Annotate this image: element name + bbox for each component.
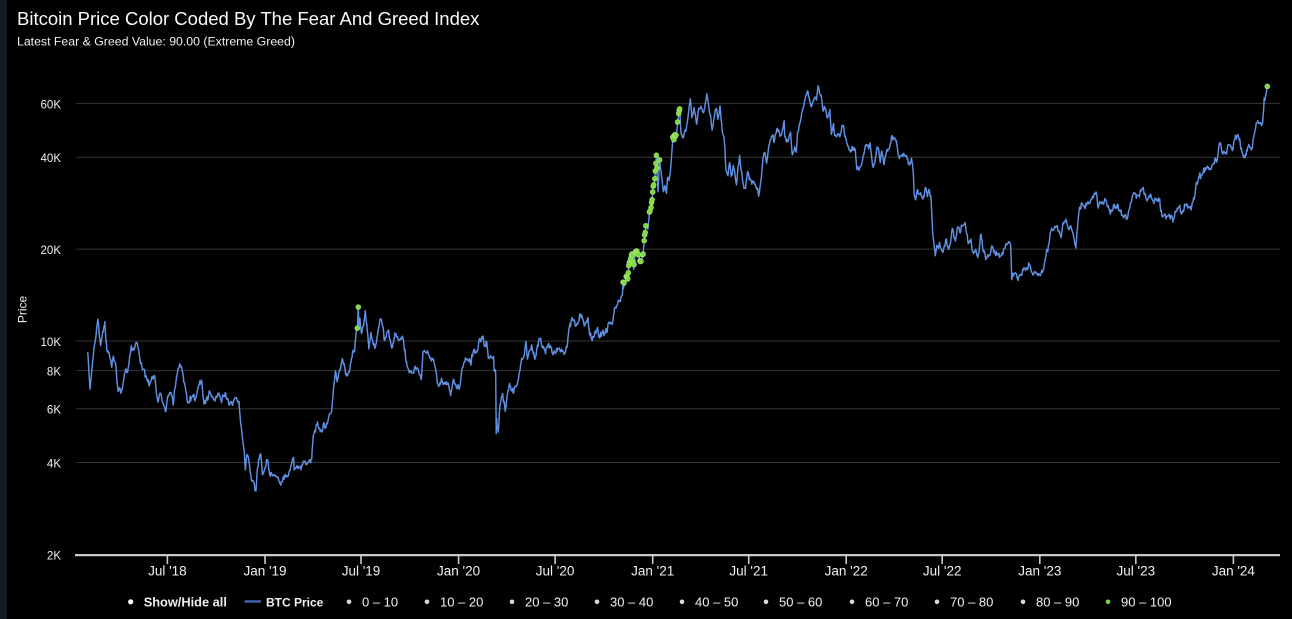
svg-text:10K: 10K [41, 337, 62, 349]
svg-text:20 – 30: 20 – 30 [525, 594, 568, 609]
svg-text:Latest Fear & Greed Value: 90.: Latest Fear & Greed Value: 90.00 (Extrem… [17, 35, 295, 49]
svg-text:70 – 80: 70 – 80 [950, 594, 993, 609]
svg-text:90 – 100: 90 – 100 [1121, 594, 1172, 609]
svg-text:6K: 6K [47, 405, 61, 417]
svg-text:Bitcoin Price Color Coded By T: Bitcoin Price Color Coded By The Fear An… [17, 8, 480, 29]
svg-text:Jul '19: Jul '19 [342, 564, 381, 579]
svg-text:Jan '21: Jan '21 [631, 564, 674, 579]
svg-text:Jul '22: Jul '22 [923, 564, 962, 579]
svg-text:60 – 70: 60 – 70 [865, 594, 908, 609]
svg-text:Jan '23: Jan '23 [1018, 564, 1061, 579]
svg-text:30 – 40: 30 – 40 [610, 594, 653, 609]
svg-text:40 – 50: 40 – 50 [695, 594, 738, 609]
svg-text:Jan '19: Jan '19 [243, 564, 286, 579]
svg-text:Jul '18: Jul '18 [148, 564, 187, 579]
svg-text:50 – 60: 50 – 60 [779, 594, 822, 609]
svg-text:20K: 20K [41, 245, 62, 257]
svg-text:Show/Hide all: Show/Hide all [144, 594, 227, 609]
svg-text:4K: 4K [47, 459, 61, 471]
svg-text:Jul '21: Jul '21 [729, 564, 768, 579]
svg-text:10 – 20: 10 – 20 [440, 594, 483, 609]
svg-text:Jan '22: Jan '22 [825, 564, 868, 579]
svg-text:8K: 8K [47, 367, 61, 379]
svg-text:Jan '20: Jan '20 [437, 564, 480, 579]
svg-text:Price: Price [16, 296, 30, 324]
svg-text:Jan '24: Jan '24 [1212, 564, 1256, 579]
svg-text:80 – 90: 80 – 90 [1036, 594, 1079, 609]
svg-text:2K: 2K [47, 550, 61, 562]
svg-text:BTC Price: BTC Price [266, 595, 324, 609]
svg-text:40K: 40K [41, 153, 62, 165]
svg-text:Jul '23: Jul '23 [1116, 564, 1155, 579]
svg-text:0 – 10: 0 – 10 [362, 594, 398, 609]
svg-text:Jul '20: Jul '20 [536, 564, 575, 579]
svg-text:60K: 60K [41, 99, 62, 111]
